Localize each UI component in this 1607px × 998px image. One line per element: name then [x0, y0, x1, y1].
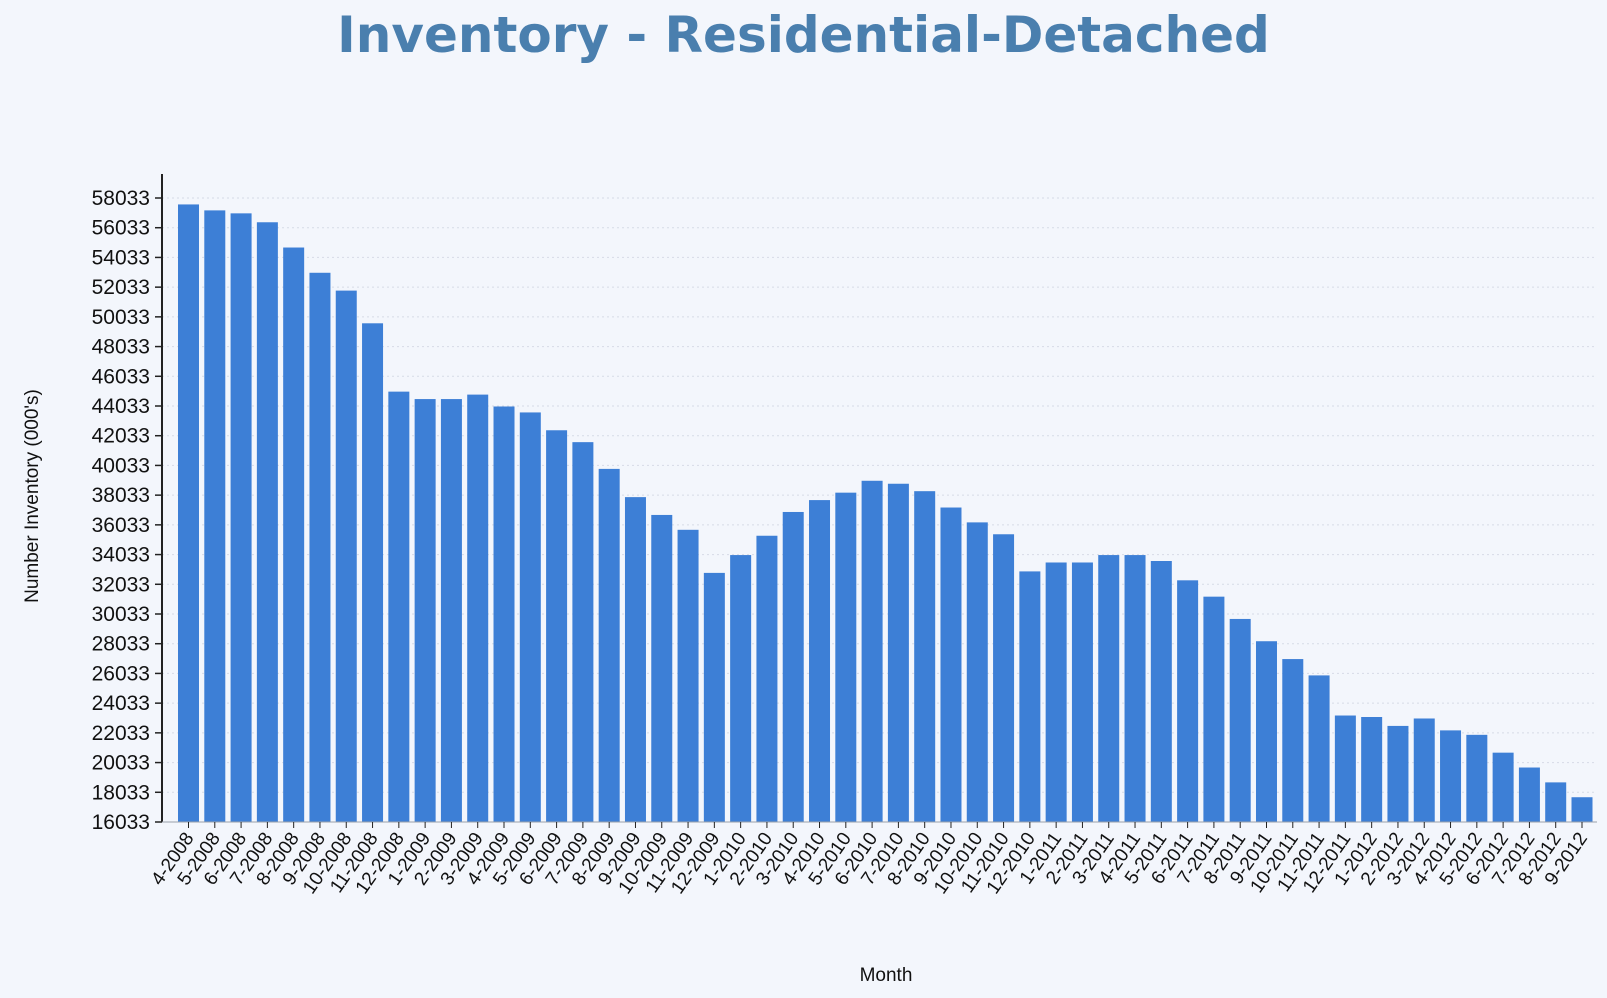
bar-8-2010	[914, 491, 936, 822]
bar-6-2010	[861, 480, 883, 822]
y-tick-label: 50033	[92, 306, 150, 329]
bar-8-2008	[283, 247, 305, 822]
bar-6-2008	[230, 213, 252, 823]
y-tick-label: 32033	[92, 573, 150, 596]
bar-9-2012	[1571, 797, 1593, 822]
y-tick-label: 30033	[92, 603, 150, 626]
bar-9-2008	[309, 272, 331, 822]
bar-5-2012	[1466, 734, 1488, 822]
bar-10-2008	[335, 290, 357, 822]
bar-3-2011	[1098, 555, 1120, 822]
x-tick-labels: 4-20085-20086-20087-20088-20089-200810-2…	[147, 829, 1592, 898]
bar-4-2011	[1124, 555, 1146, 822]
bar-12-2010	[1019, 571, 1041, 822]
y-tick-labels: 16033 18033 20033 22033 24033 26033 28033 30033…	[92, 187, 150, 834]
y-tick-label: 38033	[92, 484, 150, 507]
y-tick-label: 54033	[92, 246, 150, 269]
bar-1-2010	[730, 555, 752, 822]
y-tick-label: 24033	[92, 692, 150, 715]
y-tick-label: 34033	[92, 544, 150, 567]
x-axis-title: Month	[860, 965, 913, 986]
y-tick-label: 16033	[92, 811, 150, 834]
bar-3-2010	[782, 511, 804, 822]
bar-7-2011	[1203, 596, 1225, 822]
bar-11-2011	[1308, 675, 1330, 822]
bar-9-2010	[940, 507, 962, 822]
bar-10-2009	[651, 514, 673, 822]
bar-12-2009	[703, 572, 725, 822]
bar-1-2009	[414, 399, 436, 822]
bar-3-2009	[467, 394, 489, 822]
bar-7-2012	[1518, 767, 1540, 822]
y-tick-label: 40033	[92, 454, 150, 477]
y-tick-label: 42033	[92, 425, 150, 448]
y-tick-label: 26033	[92, 662, 150, 685]
y-tick-label: 48033	[92, 336, 150, 359]
y-tick-label: 44033	[92, 395, 150, 418]
bar-9-2009	[624, 497, 646, 822]
y-tick-label: 22033	[92, 722, 150, 745]
y-tick-label: 56033	[92, 217, 150, 240]
bar-2-2009	[440, 399, 462, 822]
bar-1-2011	[1045, 562, 1067, 822]
y-tick-label: 46033	[92, 365, 150, 388]
bar-8-2012	[1545, 782, 1567, 822]
y-tick-label: 58033	[92, 187, 150, 210]
bar-7-2008	[256, 222, 278, 822]
bar-8-2009	[598, 468, 620, 822]
bar-1-2012	[1361, 717, 1383, 822]
bar-7-2010	[887, 483, 909, 822]
bar-3-2012	[1413, 718, 1435, 822]
y-tick-label: 20033	[92, 752, 150, 775]
bar-4-2012	[1440, 730, 1462, 822]
bar-2-2012	[1387, 725, 1409, 822]
bar-11-2009	[677, 529, 699, 822]
bar-10-2010	[966, 522, 988, 822]
y-tick-label: 28033	[92, 633, 150, 656]
bar-2-2011	[1071, 562, 1093, 822]
chart-title: Inventory - Residential-Detached	[337, 6, 1270, 64]
bar-5-2010	[835, 492, 857, 822]
y-tick-label: 52033	[92, 276, 150, 299]
bar-10-2011	[1282, 659, 1304, 822]
axes	[155, 174, 1597, 828]
bar-7-2009	[572, 442, 594, 822]
bar-4-2008	[178, 204, 199, 823]
bar-11-2010	[993, 534, 1015, 822]
bar-11-2008	[362, 323, 384, 822]
bar-6-2009	[546, 430, 568, 822]
y-tick-label: 36033	[92, 514, 150, 537]
bar-5-2008	[204, 210, 226, 823]
bar-5-2009	[519, 412, 541, 822]
y-tick-label: 18033	[92, 781, 150, 804]
bar-12-2008	[388, 391, 410, 822]
bar-4-2009	[493, 406, 515, 822]
bars	[178, 204, 1593, 823]
y-axis-title: Number Inventory (000's)	[22, 389, 43, 603]
bar-5-2011	[1150, 561, 1172, 822]
bar-6-2012	[1492, 752, 1514, 822]
bar-8-2011	[1229, 618, 1251, 822]
bar-6-2011	[1177, 580, 1199, 822]
bar-4-2010	[809, 500, 831, 822]
bar-2-2010	[756, 535, 778, 822]
bar-9-2011	[1255, 641, 1277, 822]
bar-12-2011	[1334, 715, 1356, 822]
